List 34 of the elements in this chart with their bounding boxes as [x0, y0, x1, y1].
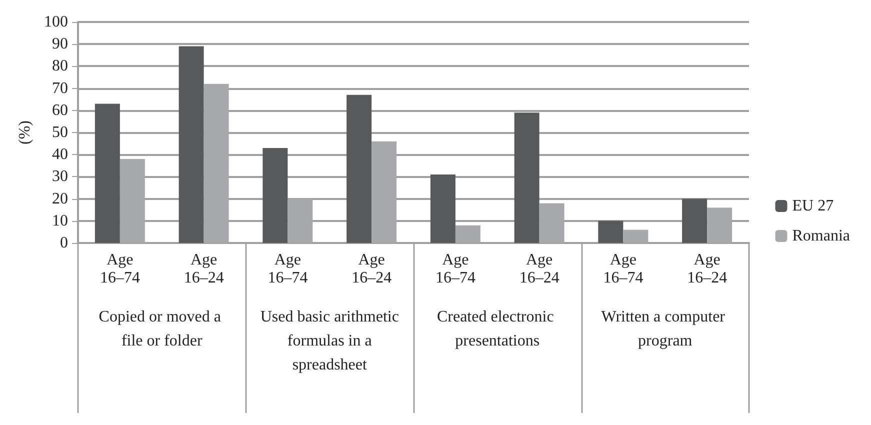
bar — [346, 94, 372, 243]
bar — [430, 174, 456, 243]
y-axis-title: (%) — [16, 120, 34, 144]
y-tick-label: 90 — [52, 36, 68, 53]
y-tick-label: 20 — [52, 190, 68, 208]
x-tick-label: Age 16–74 — [435, 252, 476, 286]
bar — [598, 220, 624, 243]
text: Copied or moved a file or folder — [98, 308, 225, 350]
x-tick-label: Age 16–74 — [603, 252, 644, 286]
x-tick-label: Age 16–24 — [352, 252, 392, 286]
y-tick-label: 0 — [60, 234, 68, 252]
bar — [178, 46, 204, 243]
y-tick-label: 30 — [52, 168, 68, 186]
legend-label: EU 27 — [792, 198, 834, 214]
bar — [682, 198, 708, 243]
y-tick-label: 60 — [52, 102, 68, 119]
x-tick-label: Age 16–74 — [100, 252, 140, 286]
text: Used basic arithmetic formulas in a spreadsheet — [260, 308, 399, 374]
bar — [262, 148, 288, 243]
legend-label: Romania — [792, 228, 850, 244]
x-tick-label: Age 16–24 — [519, 252, 560, 286]
text: Written a computer program — [601, 308, 729, 350]
y-tick-label: 10 — [52, 212, 68, 230]
y-tick-label: 70 — [52, 80, 68, 97]
x-tick-label: Age 16–74 — [268, 252, 308, 286]
x-tick-label: Age 16–24 — [687, 252, 728, 286]
y-tick-label: 80 — [52, 58, 68, 75]
bar — [94, 104, 120, 243]
y-tick-label: 40 — [52, 146, 68, 164]
text: Created electronic presentations — [436, 308, 558, 350]
bar — [514, 112, 540, 243]
y-tick-label: 50 — [52, 124, 68, 141]
y-tick-label: 100 — [44, 14, 68, 30]
x-tick-label: Age 16–24 — [184, 252, 224, 286]
